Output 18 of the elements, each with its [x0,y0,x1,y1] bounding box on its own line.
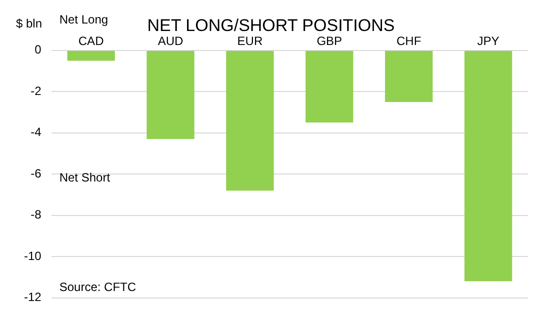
y-tick-label: -6 [30,166,42,180]
text: Net Long [59,12,108,27]
x-tick-label: AUD [158,34,184,48]
x-tick-label: CHF [396,34,422,48]
x-tick-label: CAD [78,34,104,48]
y-tick-label: -10 [24,248,42,263]
x-tick-label: JPY [477,34,500,48]
y-tick-label: -4 [30,125,42,140]
x-tick-label: EUR [237,34,263,48]
annotation: Net Short [59,170,111,185]
x-tick-label: GBP [316,34,342,48]
chart-title: NET LONG/SHORT POSITIONS [147,16,395,35]
y-axis-title: $ bln [16,16,42,30]
y-tick-label: -12 [24,290,42,304]
y-tick-label: -8 [30,208,42,222]
annotation: Source: CFTC [59,280,136,294]
y-tick-label: 0 [34,42,42,57]
y-tick-label: -2 [30,84,42,98]
